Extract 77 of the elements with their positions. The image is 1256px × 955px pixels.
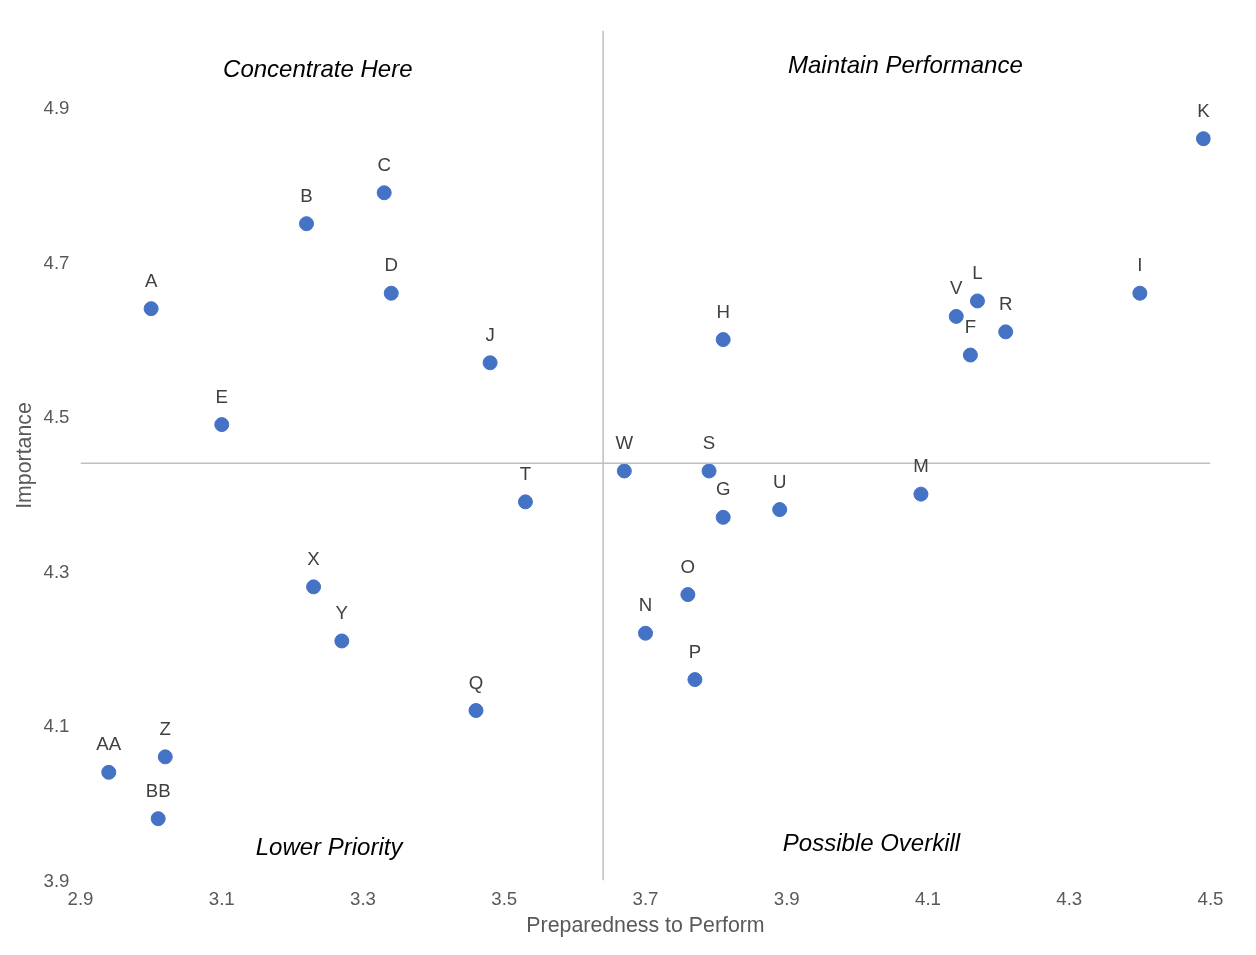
x-tick-label: 3.5 (491, 887, 518, 909)
x-tick-label: 4.1 (915, 887, 941, 909)
data-label: V (950, 277, 964, 299)
point (715, 509, 731, 525)
data-label: C (377, 153, 391, 175)
data-label: X (307, 547, 321, 569)
y-tick-label: 4.3 (43, 560, 70, 582)
annotation: Possible Overkill (782, 828, 961, 856)
data-label: I (1137, 254, 1143, 276)
point (157, 749, 173, 765)
data-label: K (1197, 99, 1211, 121)
point (715, 332, 731, 348)
data-label: H (716, 300, 730, 322)
point (101, 764, 117, 780)
x-tick-label: 3.9 (773, 887, 800, 909)
point (214, 417, 230, 433)
data-label: L (972, 261, 983, 283)
data-label: P (688, 640, 702, 662)
data-label: W (615, 431, 634, 453)
x-tick-label: 4.3 (1056, 887, 1083, 909)
point (143, 301, 159, 317)
x-tick-label: 3.3 (350, 887, 376, 909)
point (969, 293, 985, 309)
y-tick-label: 4.1 (43, 715, 70, 737)
point (680, 587, 696, 603)
data-label: D (384, 254, 398, 276)
point (482, 355, 498, 371)
data-label: BB (145, 779, 171, 801)
x-axis-title: Preparedness to Perform (526, 912, 765, 937)
point (517, 494, 533, 510)
annotation: Maintain Performance (788, 51, 1023, 78)
data-label: O (680, 555, 696, 577)
point (913, 486, 929, 502)
point (687, 672, 703, 688)
point (638, 625, 653, 641)
x-tick-label: 2.9 (67, 887, 94, 909)
annotation: Concentrate Here (223, 55, 413, 83)
point (1132, 285, 1148, 301)
point (701, 463, 717, 479)
x-tick-label: 4.5 (1197, 887, 1224, 909)
point (468, 703, 484, 718)
y-tick-label: 3.9 (43, 870, 70, 891)
point (334, 633, 350, 649)
point (616, 463, 632, 479)
point (1195, 131, 1211, 147)
point (948, 308, 964, 324)
annotation: Lower Priority (255, 833, 405, 860)
data-label: Y (335, 601, 349, 623)
data-label: T (519, 462, 532, 484)
x-tick-label: 3.7 (632, 887, 659, 909)
point (150, 811, 166, 827)
data-label: N (638, 594, 653, 616)
y-tick-label: 4.7 (43, 251, 70, 273)
data-label: A (144, 269, 158, 291)
x-tick-label: 3.1 (208, 887, 235, 909)
data-label: M (913, 455, 929, 477)
point (772, 502, 788, 518)
y-axis-title: Importance (11, 402, 36, 509)
data-label: B (300, 184, 313, 206)
point (998, 324, 1014, 340)
data-label: S (702, 431, 716, 453)
point (376, 185, 392, 201)
data-label: AA (96, 733, 122, 755)
data-label: G (715, 478, 731, 500)
point (383, 285, 399, 301)
y-tick-label: 4.5 (43, 406, 70, 428)
data-label: U (772, 470, 787, 492)
point (299, 216, 314, 232)
data-label: J (485, 323, 495, 345)
point (306, 579, 322, 595)
data-label: Q (468, 671, 484, 693)
data-label: R (998, 292, 1013, 314)
point (962, 347, 978, 363)
data-label: Z (159, 717, 171, 739)
data-label: F (964, 316, 977, 338)
data-label: E (215, 385, 228, 407)
y-tick-label: 4.9 (43, 97, 70, 119)
